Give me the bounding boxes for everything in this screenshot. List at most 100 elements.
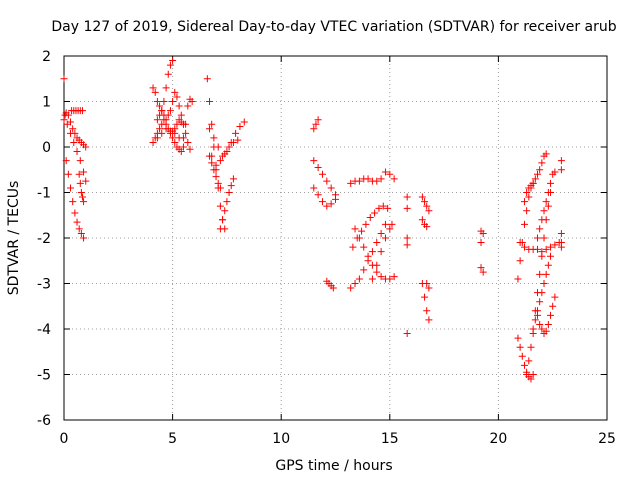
data-point-marker [538,248,546,256]
data-point-marker [63,120,71,128]
data-point-marker [69,198,77,206]
data-point-marker [536,166,544,174]
data-point-marker [332,195,339,203]
series-arc-a4 [62,157,88,242]
series-point-e6 [403,330,411,338]
series-arc-b5 [149,125,187,151]
data-point-marker [234,136,242,144]
data-point-marker [206,152,214,160]
data-point-marker [171,138,179,146]
data-point-marker [82,177,90,185]
data-point-marker [425,207,433,215]
data-point-marker [169,134,177,142]
data-point-marker [206,98,214,105]
y-tick-label: -2 [37,231,51,247]
data-point-marker [349,243,357,251]
data-point-marker [203,75,211,83]
data-point-marker [381,234,389,242]
data-point-marker [525,357,533,365]
data-point-marker [360,243,368,251]
series-arc-h9 [557,157,565,251]
series-arc-f1 [418,193,433,215]
data-point-marker [423,202,431,210]
data-point-marker [70,138,78,146]
data-point-marker [323,177,331,185]
data-point-marker [156,125,164,133]
data-point-marker [364,252,372,260]
data-point-marker [210,134,218,142]
data-point-marker [477,264,485,272]
data-point-marker [557,243,565,251]
data-point-marker [551,293,559,301]
series-arc-d2 [310,157,339,199]
series-arc-h4 [514,179,537,283]
data-point-marker [177,148,185,156]
data-point-marker [520,198,528,206]
data-point-marker [536,298,544,306]
data-point-marker [184,102,192,110]
series-arc-a5 [75,170,88,206]
data-point-marker [403,330,411,338]
y-tick-label: -6 [37,413,51,429]
data-point-marker [373,268,381,276]
data-point-marker [388,220,396,228]
data-point-marker [477,239,485,247]
data-point-marker [171,88,179,96]
series-arc-e2 [349,202,392,251]
data-point-marker [210,166,218,174]
x-tick-label: 0 [60,431,69,447]
series-arc-e7 [403,193,411,249]
data-point-marker [547,311,555,319]
data-point-marker [166,61,174,69]
data-point-marker [538,325,546,333]
data-point-marker [78,107,86,115]
data-point-marker [533,311,541,319]
data-point-marker [77,189,85,196]
x-tick-label: 15 [381,431,399,447]
data-point-marker [208,159,216,167]
data-point-marker [542,245,550,253]
data-point-marker [216,157,224,165]
data-point-marker [69,125,77,133]
series-arc-c4 [216,175,237,233]
data-point-marker [362,220,370,228]
data-point-marker [162,116,170,124]
data-point-marker [547,179,555,187]
data-point-marker [329,284,337,292]
y-tick-label: -3 [37,277,51,293]
data-point-marker [531,175,539,183]
data-point-marker [529,371,537,378]
data-point-marker [232,129,240,137]
data-point-marker [229,138,237,146]
data-point-marker [360,266,368,274]
data-point-marker [310,184,318,192]
series-arc-g2 [477,264,487,276]
data-point-marker [544,261,552,269]
data-point-marker [318,198,326,206]
data-point-marker [538,159,546,167]
data-point-marker [516,257,524,265]
data-point-marker [327,184,335,192]
data-point-marker [355,234,363,242]
data-point-marker [366,214,374,222]
data-point-marker [60,116,68,124]
data-point-marker [527,375,535,383]
data-point-marker [80,234,88,242]
data-point-marker [212,161,220,169]
data-point-marker [179,143,187,151]
data-point-marker [171,129,179,137]
data-point-marker [177,111,185,119]
data-point-marker [221,207,229,215]
data-point-marker [529,179,537,187]
series-arc-c5 [206,152,224,192]
series-arc-h1 [514,334,537,383]
data-point-marker [423,280,431,287]
data-point-marker [425,316,433,324]
data-point-marker [523,371,531,378]
data-point-marker [312,120,320,128]
data-point-marker [533,245,541,253]
grid-layer [64,56,607,420]
data-point-marker [544,320,552,328]
data-point-marker [479,268,487,276]
